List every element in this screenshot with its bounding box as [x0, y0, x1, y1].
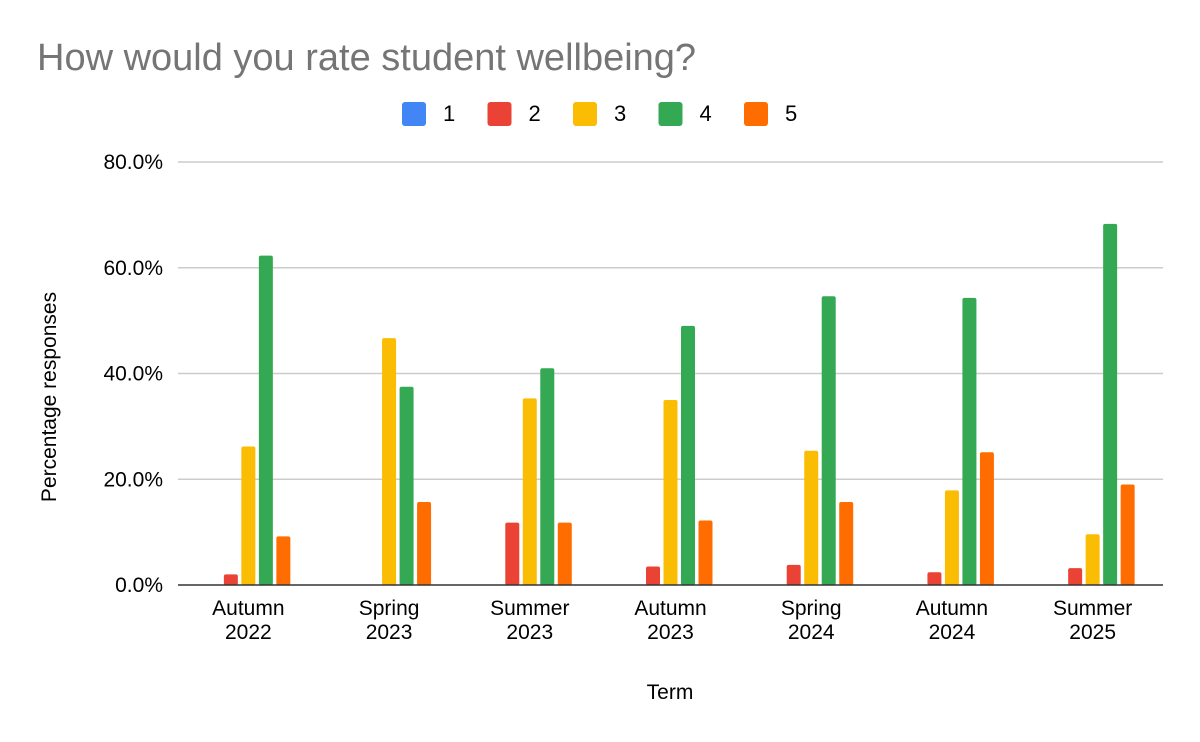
bar-series-3	[944, 490, 959, 585]
chart-title: How would you rate student wellbeing?	[37, 37, 696, 79]
x-tick-label: 2022	[225, 621, 272, 644]
bar-series-2	[646, 566, 660, 585]
legend-swatch-2	[487, 102, 512, 126]
bar-series-3	[1085, 534, 1100, 585]
x-tick-label: 2025	[1069, 621, 1116, 644]
bar-series-5	[698, 520, 713, 585]
x-tick-label: Summer	[1053, 597, 1132, 620]
y-tick-label: 80.0%	[103, 151, 163, 174]
bar-series-5	[276, 536, 291, 585]
bar-series-4	[821, 296, 836, 585]
bars	[223, 223, 1135, 585]
bar-series-3	[663, 399, 678, 585]
bar-series-5	[979, 452, 994, 585]
y-tick-label: 0.0%	[115, 574, 163, 597]
legend-swatch-5	[744, 102, 768, 126]
bar-series-5	[557, 522, 572, 585]
legend-swatch-4	[658, 102, 683, 126]
legend-label: 2	[529, 101, 541, 126]
bar-series-4	[681, 325, 695, 585]
bar-series-5	[839, 501, 854, 585]
bar-series-3	[522, 398, 537, 585]
y-axis-title: Percentage responses	[38, 292, 61, 502]
legend-label: 1	[443, 101, 455, 126]
bar-series-4	[399, 386, 414, 585]
y-tick-label: 60.0%	[103, 257, 163, 280]
x-axis-ticks: Autumn2022Spring2023Summer2023Autumn2023…	[212, 597, 1132, 644]
bar-series-2	[505, 522, 520, 585]
x-tick-label: 2024	[929, 621, 976, 644]
bar-series-3	[804, 450, 819, 585]
legend-label: 5	[785, 101, 797, 126]
bar-series-4	[962, 297, 977, 585]
y-tick-label: 20.0%	[103, 468, 163, 491]
x-tick-label: Autumn	[634, 597, 706, 620]
bar-series-3	[382, 338, 397, 585]
y-tick-label: 40.0%	[103, 363, 163, 386]
bar-series-4	[540, 368, 555, 585]
bar-series-2	[223, 574, 238, 585]
x-tick-label: Summer	[490, 597, 569, 620]
bar-series-2	[786, 564, 801, 585]
legend-label: 4	[700, 101, 712, 126]
x-tick-label: 2023	[366, 621, 413, 644]
x-tick-label: Spring	[359, 597, 420, 620]
bar-series-4	[258, 255, 273, 585]
bar-series-2	[927, 572, 942, 585]
bar-series-2	[1068, 568, 1083, 585]
legend-swatch-1	[402, 102, 426, 126]
y-axis-ticks: 0.0% 20.0% 40.0% 60.0% 80.0%	[103, 151, 163, 597]
x-tick-label: 2023	[647, 621, 694, 644]
x-tick-label: Autumn	[916, 597, 988, 620]
legend-swatch-3	[573, 102, 597, 126]
bar-series-5	[1120, 484, 1135, 585]
x-tick-label: 2024	[788, 621, 835, 644]
x-tick-label: Spring	[781, 597, 842, 620]
x-tick-label: Autumn	[212, 597, 284, 620]
bar-series-4	[1103, 223, 1118, 585]
legend-label: 3	[614, 101, 626, 126]
legend: 1 2 3 4 5	[402, 101, 797, 126]
x-axis-title: Term	[647, 681, 694, 704]
bar-series-3	[241, 446, 256, 585]
x-tick-label: 2023	[506, 621, 553, 644]
bar-series-5	[417, 501, 432, 585]
